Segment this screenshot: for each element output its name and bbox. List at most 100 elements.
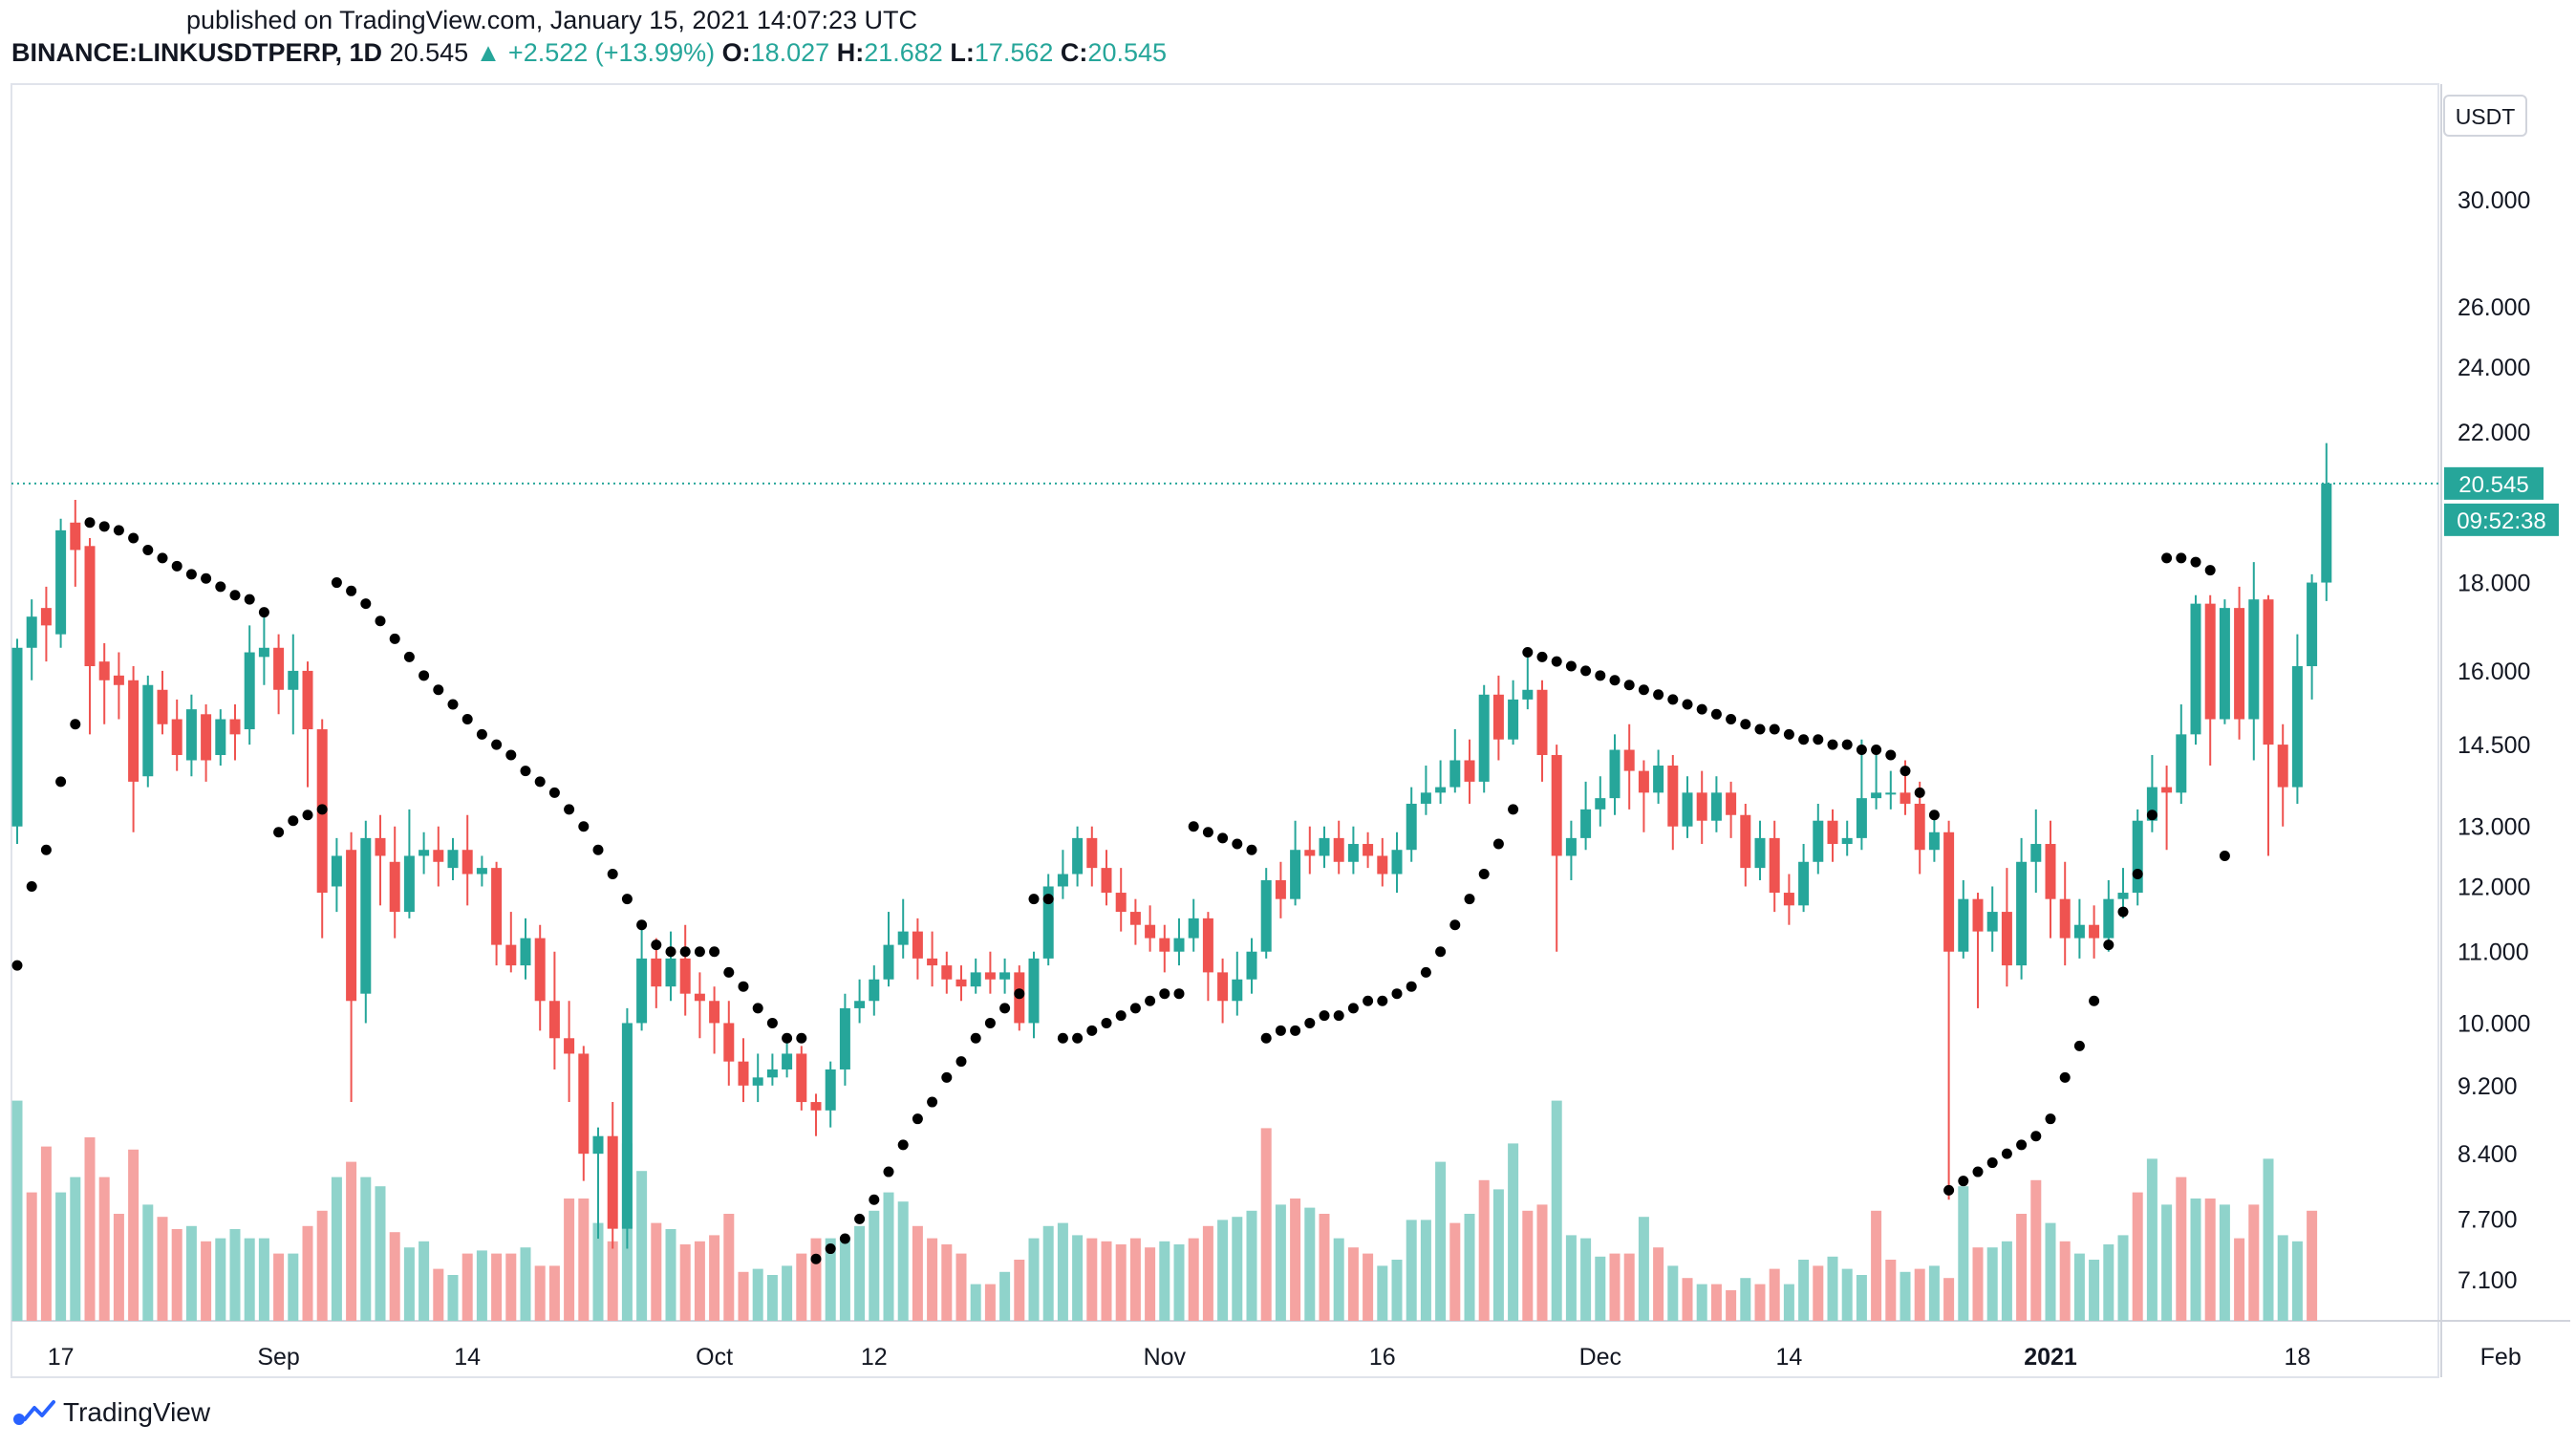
volume-bar — [1202, 1225, 1213, 1321]
sar-dot — [1086, 1025, 1098, 1036]
sar-dot — [2117, 906, 2129, 918]
candle — [491, 868, 503, 945]
volume-bar — [1188, 1238, 1199, 1321]
candles — [11, 443, 2332, 1249]
sar-dot — [2103, 939, 2114, 951]
y-tick-label: 7.100 — [2458, 1267, 2518, 1294]
sar-dot — [955, 1056, 967, 1068]
candle — [1798, 861, 1810, 906]
sar-dot — [665, 946, 676, 958]
tradingview-logo[interactable]: TradingView — [11, 1397, 210, 1428]
candle — [810, 1102, 822, 1111]
volume-bar — [1609, 1253, 1621, 1321]
volume-bar — [113, 1214, 124, 1321]
candle — [55, 529, 67, 635]
volume-bar — [2103, 1244, 2114, 1321]
time-axis[interactable]: 17 Sep 14 Oct 12 Nov 16 Dec 14 2021 18 Feb — [48, 1344, 2522, 1371]
candle — [201, 714, 212, 761]
volume-bar — [1740, 1278, 1751, 1321]
candle — [1173, 938, 1185, 952]
volume-bar — [854, 1225, 866, 1321]
volume-bar — [1115, 1244, 1127, 1321]
candle — [1145, 924, 1156, 939]
up-arrow-icon: ▲ — [475, 38, 502, 67]
volume-bar — [1363, 1253, 1374, 1321]
volume-bar — [1841, 1268, 1853, 1321]
sar-dot — [346, 585, 357, 596]
x-tick-label: 2021 — [2024, 1344, 2077, 1371]
x-tick-label: 14 — [1775, 1344, 1802, 1371]
volume-bar — [1653, 1247, 1664, 1321]
x-tick-label: 14 — [454, 1344, 481, 1371]
candle — [1609, 749, 1621, 799]
candle — [564, 1038, 575, 1054]
sar-dot — [157, 552, 168, 564]
candle — [1449, 760, 1461, 788]
candle — [1420, 792, 1431, 804]
candle — [723, 1023, 735, 1062]
candle — [215, 719, 226, 755]
candle — [229, 719, 241, 735]
candle — [1202, 918, 1213, 973]
volume-bar — [651, 1222, 662, 1321]
volume-bar — [1972, 1247, 1984, 1321]
volume-bar — [229, 1229, 241, 1321]
volume-bar — [2132, 1192, 2143, 1321]
candle — [2291, 666, 2303, 788]
candle — [984, 972, 996, 980]
candle — [476, 868, 487, 875]
volume-bar — [766, 1275, 778, 1321]
volume-bar — [955, 1253, 967, 1321]
volume-bar — [1769, 1268, 1780, 1321]
volume-bar — [215, 1238, 226, 1321]
candle — [1871, 792, 1882, 799]
sar-dot — [796, 1032, 807, 1044]
candle — [1290, 850, 1301, 899]
candle — [869, 979, 880, 1002]
sar-dot — [1667, 694, 1679, 705]
sar-dot — [1028, 894, 1040, 905]
high-value: 21.682 — [864, 38, 943, 67]
y-tick-label: 10.000 — [2458, 1010, 2530, 1037]
sar-dot — [1726, 714, 1737, 725]
candle — [98, 661, 110, 680]
candle — [2016, 861, 2028, 966]
sar-dot — [419, 670, 430, 681]
candle — [752, 1077, 763, 1086]
y-tick-label: 7.700 — [2458, 1206, 2518, 1233]
sar-dot — [1696, 703, 1707, 715]
candle — [825, 1069, 836, 1111]
x-tick-label: Nov — [1144, 1344, 1187, 1371]
price-axis[interactable]: 30.000 26.000 24.000 22.000 18.000 16.000 14.5… — [2443, 95, 2530, 1294]
candle — [1333, 837, 1344, 862]
volume-bar — [316, 1210, 328, 1321]
last-price-badge-label: 20.545 — [2458, 472, 2528, 498]
sar-dot — [1813, 734, 1824, 745]
volume-bar — [694, 1241, 705, 1321]
candle — [1508, 699, 1519, 740]
sar-dot — [1827, 739, 1838, 750]
currency-badge[interactable] — [2443, 95, 2527, 137]
sar-dot — [1492, 838, 1504, 850]
sar-dot — [1710, 708, 1722, 720]
open-label: O: — [721, 38, 751, 67]
sar-dot — [1580, 665, 1592, 677]
candle — [766, 1069, 778, 1078]
volume-bar — [1072, 1235, 1084, 1321]
candle — [941, 965, 953, 980]
sar-dot — [984, 1017, 996, 1028]
candle — [2117, 893, 2129, 899]
volume-bar — [1928, 1265, 1940, 1321]
sar-dot — [1508, 804, 1519, 815]
volume-bar — [1347, 1247, 1359, 1321]
volume-bar — [1958, 1186, 1969, 1321]
sar-dot — [534, 776, 546, 788]
volume-bar — [244, 1238, 255, 1321]
sar-dot — [171, 560, 182, 572]
sar-dot — [1406, 981, 1417, 992]
volume-bar — [1435, 1161, 1447, 1321]
volume-bar — [1101, 1241, 1112, 1321]
volume-bar — [999, 1271, 1011, 1321]
volume-bar — [2016, 1214, 2028, 1321]
